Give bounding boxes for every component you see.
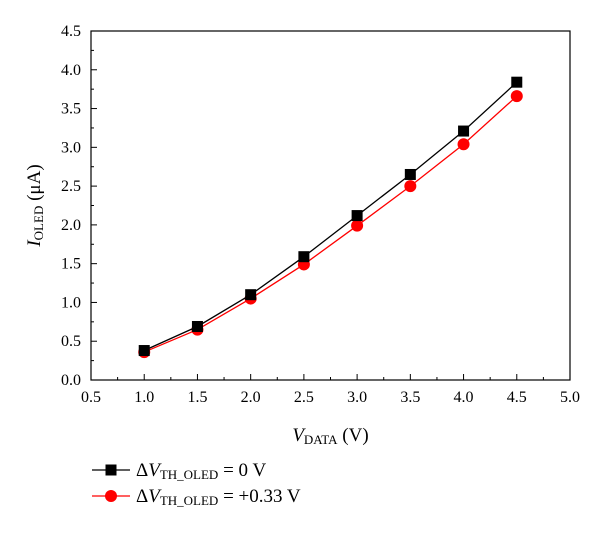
data-point-square xyxy=(404,168,416,180)
legend: ΔVTH_OLED = 0 V ΔVTH_OLED = +0.33 V xyxy=(92,460,301,508)
series-layer xyxy=(138,76,523,359)
y-tick-label: 2.5 xyxy=(61,178,81,195)
legend-label-series-1: ΔVTH_OLED = 0 V xyxy=(136,460,266,482)
y-tick-label: 3.0 xyxy=(61,139,81,156)
y-axis-label-var: I xyxy=(24,239,45,248)
data-point-circle xyxy=(457,138,470,151)
plot-axes xyxy=(90,30,571,381)
y-tick-label: 4.0 xyxy=(61,62,81,79)
y-axis-label-unit: (μA) xyxy=(24,164,45,205)
x-tick-label: 5.0 xyxy=(560,389,580,406)
legend-label-sub: TH_OLED xyxy=(160,493,219,508)
data-point-circle xyxy=(510,90,523,103)
x-tick-label: 4.0 xyxy=(454,389,474,406)
data-point-square xyxy=(351,210,363,222)
y-axis-ticks: 0.0 0.5 1.0 1.5 2.0 2.5 3.0 3.5 4.0 4.5 xyxy=(61,23,97,389)
x-tick-label: 3.5 xyxy=(400,389,420,406)
x-tick-label: 1.0 xyxy=(134,389,154,406)
x-axis-label-sub: DATA xyxy=(304,432,338,447)
series-1 xyxy=(138,76,523,357)
legend-label-var: V xyxy=(148,486,162,507)
y-axis-label: IOLED (μA) xyxy=(24,164,46,247)
x-tick-label: 3.0 xyxy=(347,389,367,406)
data-point-square xyxy=(138,345,150,357)
legend-label-var: V xyxy=(148,460,162,481)
legend-label-rest: = +0.33 V xyxy=(218,486,301,507)
x-axis-label: VDATA (V) xyxy=(292,425,368,447)
data-point-circle xyxy=(351,219,364,232)
data-point-circle xyxy=(404,180,417,193)
legend-label-sub: TH_OLED xyxy=(160,467,219,482)
y-tick-label: 0.0 xyxy=(61,372,81,389)
legend-label-rest: = 0 V xyxy=(218,460,266,481)
y-tick-label: 2.0 xyxy=(61,217,81,234)
legend-square-marker xyxy=(105,464,117,476)
y-axis-label-sub: OLED xyxy=(31,206,46,241)
x-tick-label: 4.5 xyxy=(507,389,527,406)
data-point-square xyxy=(298,251,310,263)
y-tick-label: 1.0 xyxy=(61,294,81,311)
legend-circle-marker xyxy=(105,490,117,502)
legend-label-series-2: ΔVTH_OLED = +0.33 V xyxy=(136,486,301,508)
legend-item-series-1: ΔVTH_OLED = 0 V xyxy=(92,460,266,482)
legend-item-series-2: ΔVTH_OLED = +0.33 V xyxy=(92,486,301,508)
x-axis-label-unit: (V) xyxy=(338,425,369,446)
y-tick-label: 3.5 xyxy=(61,101,81,118)
legend-label-delta: Δ xyxy=(136,460,148,481)
x-axis-ticks: 0.5 1.0 1.5 2.0 2.5 3.0 3.5 4.0 4.5 5.0 xyxy=(81,374,580,406)
series-line xyxy=(143,95,518,353)
y-tick-label: 4.5 xyxy=(61,23,81,40)
legend-label-delta: Δ xyxy=(136,486,148,507)
x-tick-label: 0.5 xyxy=(81,389,101,406)
plot-frame xyxy=(90,30,571,381)
x-tick-label: 1.5 xyxy=(187,389,207,406)
data-point-square xyxy=(191,320,203,332)
x-axis-label-var: V xyxy=(292,425,306,446)
data-point-square xyxy=(245,289,257,301)
data-point-square xyxy=(511,76,523,88)
data-point-square xyxy=(458,125,470,137)
y-tick-label: 0.5 xyxy=(61,333,81,350)
x-tick-label: 2.0 xyxy=(241,389,261,406)
y-tick-label: 1.5 xyxy=(61,256,81,273)
x-tick-label: 2.5 xyxy=(294,389,314,406)
series-line xyxy=(143,81,518,352)
